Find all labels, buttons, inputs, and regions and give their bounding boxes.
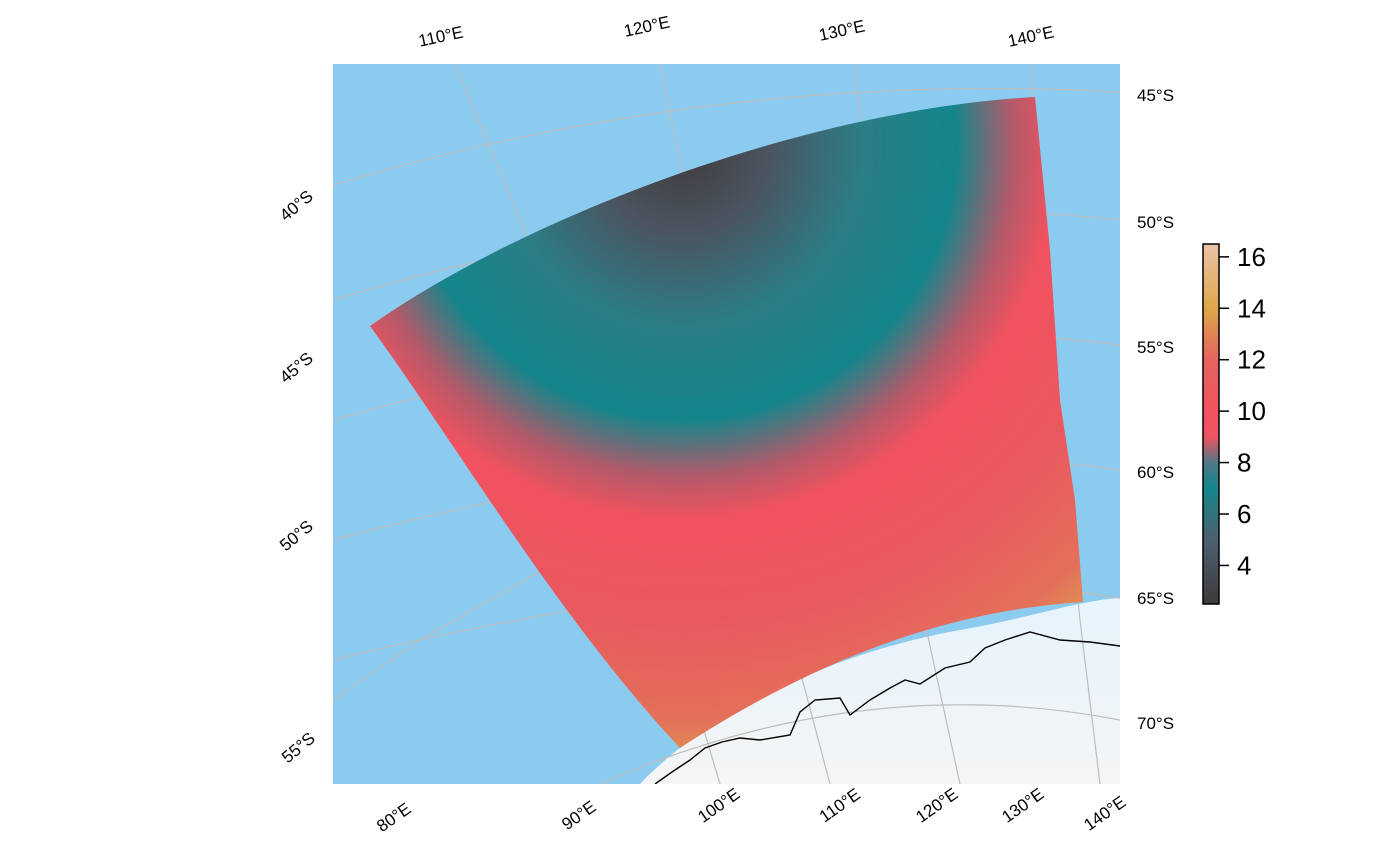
left-lat-label: 40°S	[276, 187, 317, 225]
left-latitude-labels: 40°S 45°S 50°S 55°S	[276, 187, 319, 767]
data-field	[370, 97, 1083, 748]
left-lat-label: 55°S	[278, 729, 319, 767]
left-lat-label: 50°S	[276, 517, 317, 555]
bottom-lon-label: 140°E	[1080, 792, 1129, 834]
colorbar-tick-label: 6	[1237, 499, 1251, 529]
bottom-longitude-labels: 80°E 90°E 100°E 110°E 120°E 130°E 140°E	[373, 784, 1129, 836]
map-panel	[333, 64, 1120, 784]
top-lon-label: 130°E	[817, 16, 866, 44]
right-lat-label: 70°S	[1137, 714, 1174, 733]
right-lat-label: 60°S	[1137, 463, 1174, 482]
coastline	[654, 631, 1120, 784]
right-lat-label: 45°S	[1137, 86, 1174, 105]
colorbar-tick-label: 12	[1237, 345, 1266, 375]
colorbar-tick-label: 16	[1237, 242, 1266, 272]
bottom-lon-label: 110°E	[816, 785, 864, 827]
colorbar-tick-label: 8	[1237, 448, 1251, 478]
ice-region	[640, 598, 1120, 784]
colorbar: 4 6 8 10 12 14 16	[1202, 242, 1266, 605]
bottom-lon-label: 100°E	[694, 784, 743, 826]
left-lat-label: 45°S	[276, 349, 317, 387]
bottom-lon-label: 90°E	[558, 797, 599, 834]
top-longitude-labels: 110°E 120°E 130°E 140°E	[417, 12, 1056, 50]
top-lon-label: 140°E	[1006, 22, 1055, 50]
colorbar-tick-label: 4	[1237, 550, 1251, 580]
bottom-lon-label: 130°E	[998, 784, 1047, 826]
colorbar-tick-label: 10	[1237, 396, 1266, 426]
colorbar-ramp	[1202, 243, 1220, 605]
top-lon-label: 120°E	[622, 12, 671, 40]
right-lat-label: 65°S	[1137, 589, 1174, 608]
right-latitude-labels: 45°S 50°S 55°S 60°S 65°S 70°S	[1137, 86, 1174, 733]
bottom-lon-label: 80°E	[373, 799, 414, 836]
colorbar-tick-label: 14	[1237, 293, 1266, 323]
right-lat-label: 55°S	[1137, 338, 1174, 357]
right-lat-label: 50°S	[1137, 213, 1174, 232]
bottom-lon-label: 120°E	[912, 784, 961, 826]
top-lon-label: 110°E	[417, 23, 465, 51]
colorbar-ticks: 4 6 8 10 12 14 16	[1219, 242, 1266, 580]
